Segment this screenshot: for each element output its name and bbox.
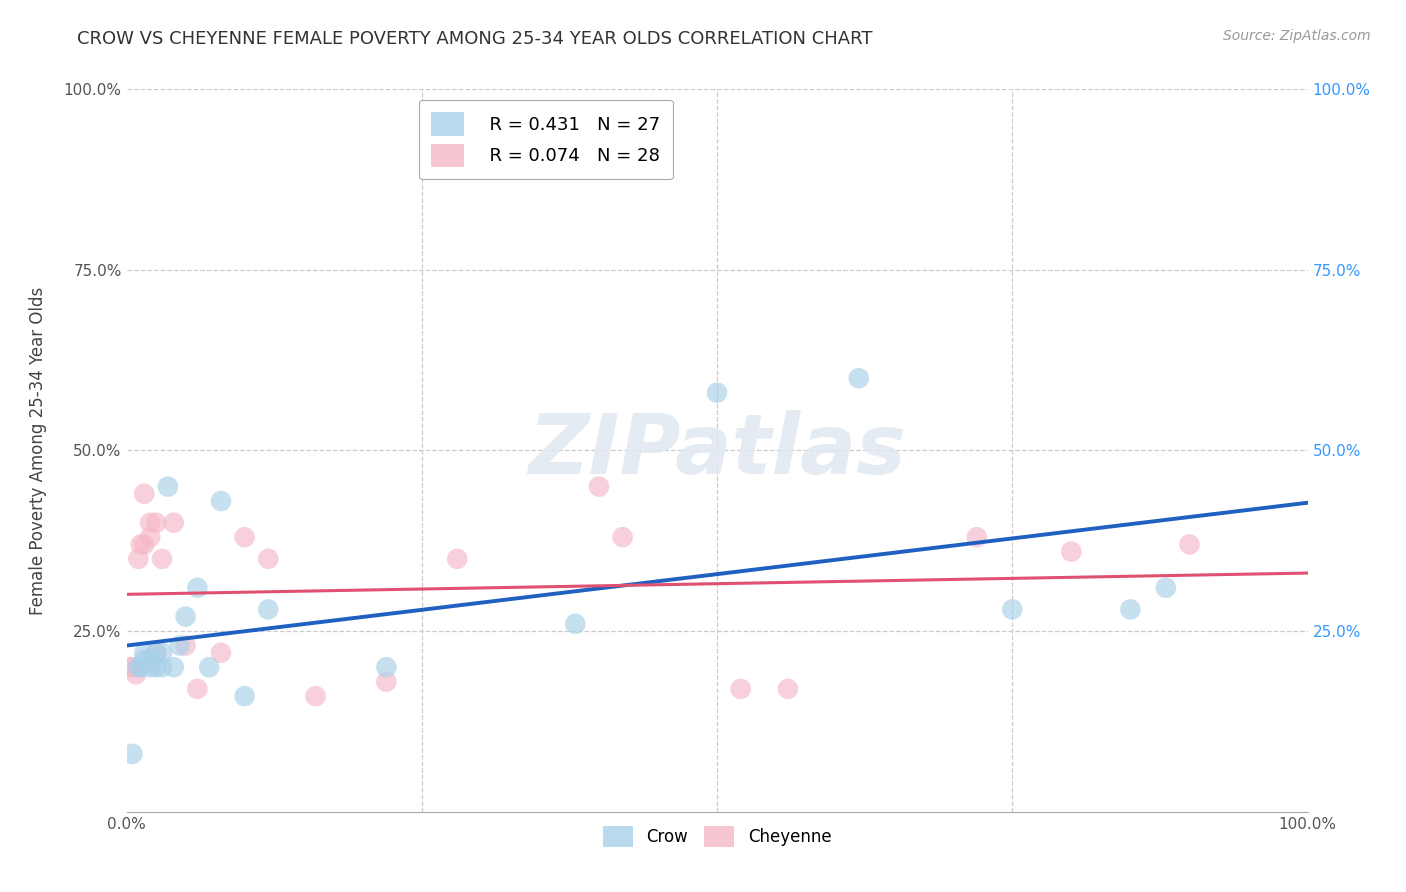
Point (139, 530, 162, 544)
Point (1154, 581, 1177, 595)
Point (588, 480, 610, 494)
Point (304, 689, 326, 703)
Point (233, 689, 256, 703)
Point (730, 681, 752, 696)
Point (121, 660, 143, 674)
Point (127, 660, 149, 674)
Point (564, 616, 586, 631)
Point (120, 660, 142, 674)
Point (150, 551, 173, 566)
Point (145, 646, 167, 660)
Point (134, 537, 156, 551)
Point (209, 646, 232, 660)
Point (257, 602, 280, 616)
Point (163, 516, 186, 530)
Point (139, 516, 162, 530)
Point (150, 646, 173, 660)
Point (375, 674, 398, 689)
Point (139, 660, 162, 674)
Point (1178, 537, 1201, 551)
Point (121, 747, 143, 761)
Point (134, 646, 156, 660)
Point (169, 639, 191, 653)
Point (612, 530, 634, 544)
Point (129, 660, 152, 674)
Point (848, 371, 870, 385)
Point (198, 660, 221, 674)
Point (127, 551, 149, 566)
Point (139, 653, 162, 667)
Point (156, 480, 179, 494)
Point (966, 530, 988, 544)
Point (706, 385, 728, 400)
Point (186, 681, 208, 696)
Point (186, 581, 208, 595)
Point (145, 516, 167, 530)
Point (1060, 544, 1083, 558)
Y-axis label: Female Poverty Among 25-34 Year Olds: Female Poverty Among 25-34 Year Olds (30, 286, 46, 615)
Point (150, 660, 173, 674)
Point (174, 609, 197, 624)
Point (233, 530, 256, 544)
Point (145, 646, 167, 660)
Point (1001, 602, 1024, 616)
Point (375, 660, 398, 674)
Point (1119, 602, 1142, 616)
Legend: Crow, Cheyenne: Crow, Cheyenne (596, 819, 838, 854)
Point (134, 487, 156, 501)
Text: Source: ZipAtlas.com: Source: ZipAtlas.com (1223, 29, 1371, 43)
Point (776, 681, 799, 696)
Text: ZIPatlas: ZIPatlas (529, 410, 905, 491)
Point (145, 660, 167, 674)
Point (129, 537, 152, 551)
Text: CROW VS CHEYENNE FEMALE POVERTY AMONG 25-34 YEAR OLDS CORRELATION CHART: CROW VS CHEYENNE FEMALE POVERTY AMONG 25… (77, 30, 873, 48)
Point (209, 494, 232, 508)
Point (125, 667, 148, 681)
Point (163, 660, 186, 674)
Point (174, 639, 197, 653)
Point (257, 551, 280, 566)
Point (134, 653, 156, 667)
Point (446, 551, 468, 566)
